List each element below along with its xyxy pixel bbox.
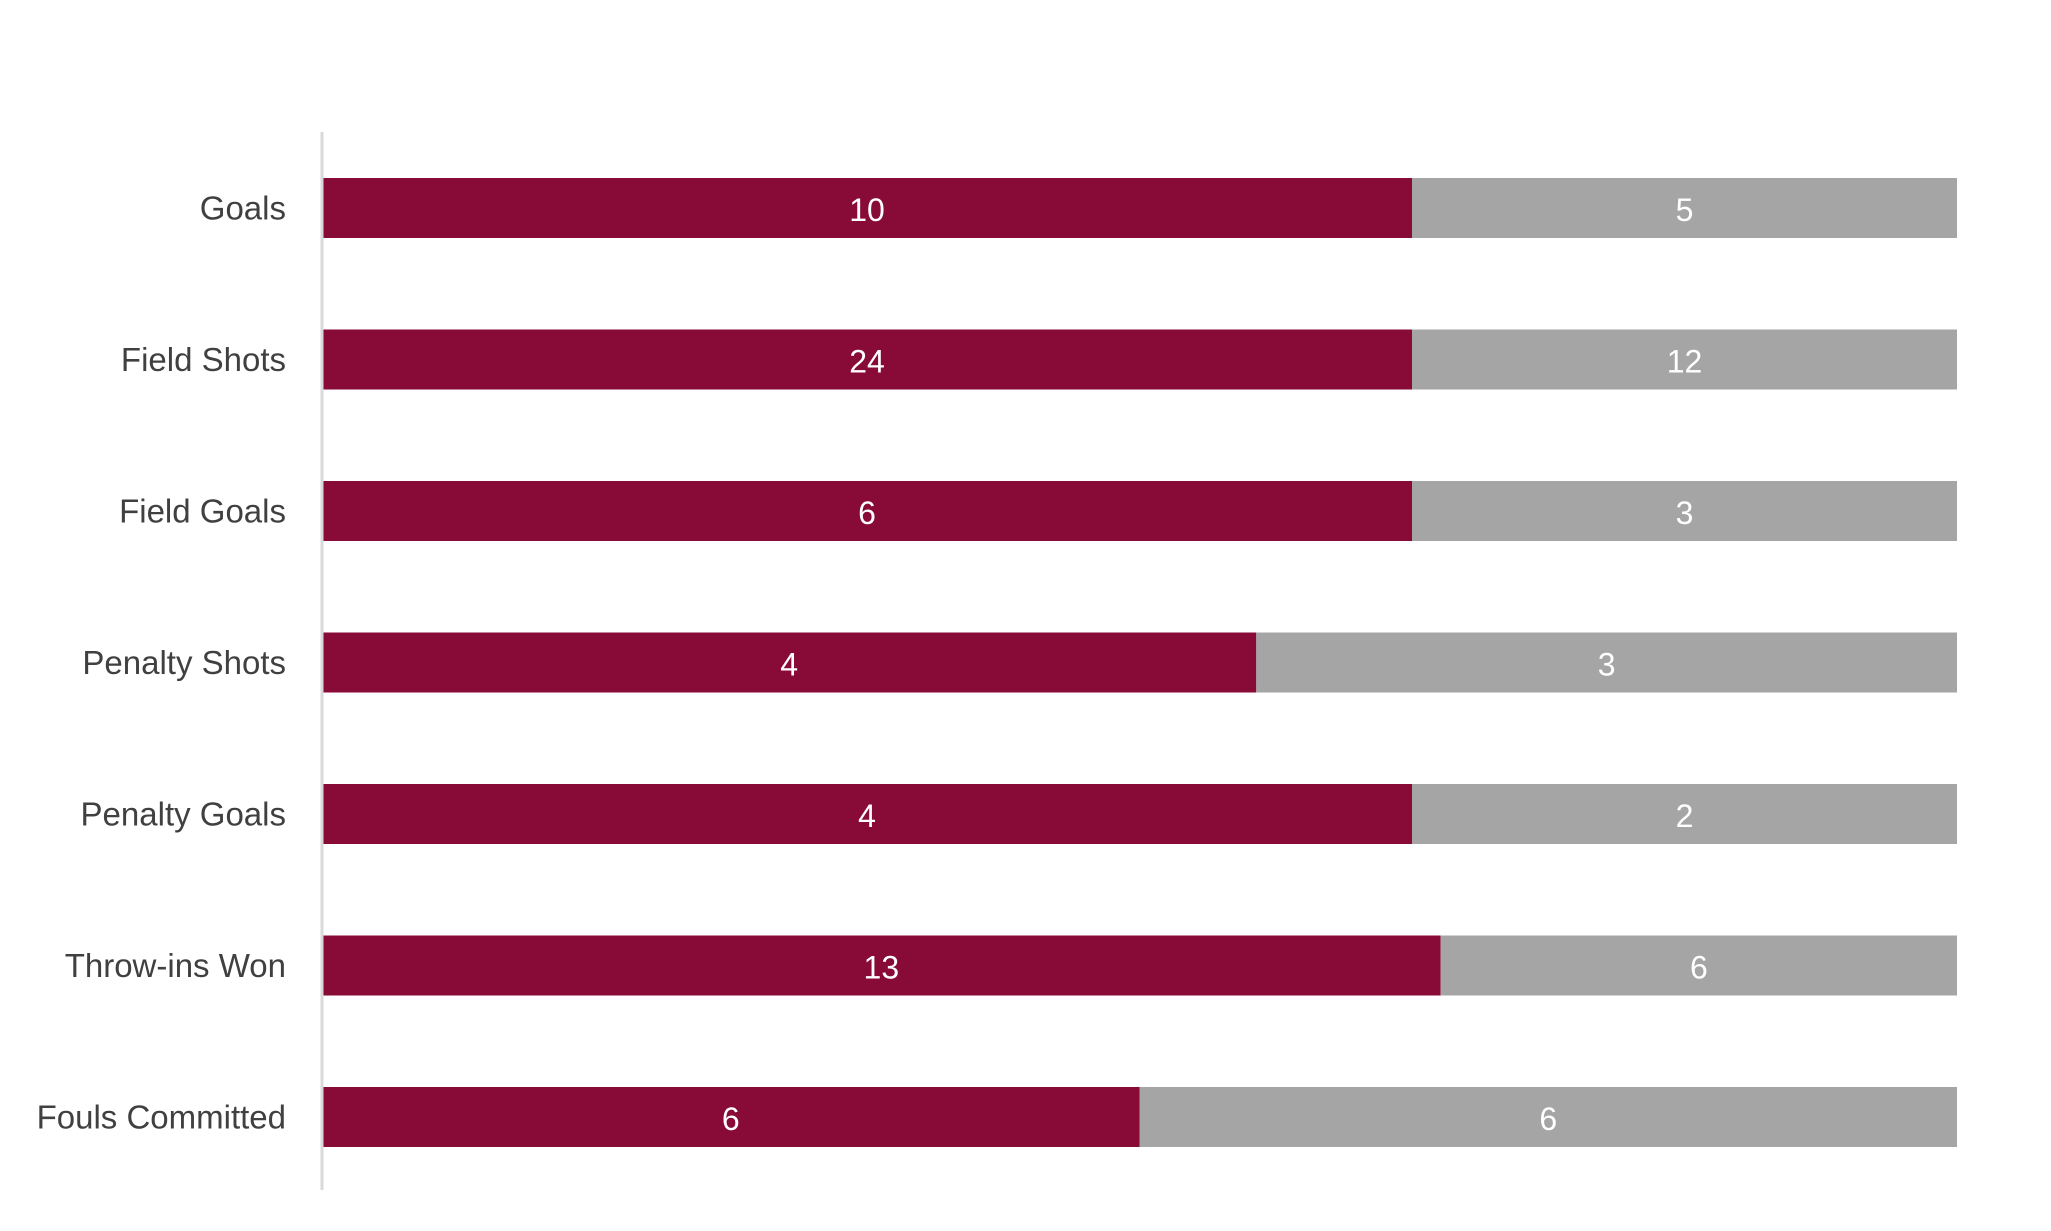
bar-segment-series-2 bbox=[1139, 1087, 1957, 1147]
category-label: Throw-ins Won bbox=[65, 947, 286, 984]
data-label: 5 bbox=[1676, 192, 1694, 228]
bar-segment-series-2 bbox=[1412, 329, 1957, 390]
data-label: 3 bbox=[1676, 495, 1694, 531]
bar-segment-series-1 bbox=[322, 481, 1412, 541]
category-label: Field Goals bbox=[119, 493, 286, 530]
data-label: 13 bbox=[864, 950, 900, 986]
data-label: 6 bbox=[1539, 1101, 1557, 1137]
data-label: 6 bbox=[722, 1101, 740, 1137]
data-label: 6 bbox=[858, 495, 876, 531]
bar-segment-series-1 bbox=[322, 1087, 1140, 1147]
data-label: 2 bbox=[1676, 798, 1694, 834]
bar-segment-series-2 bbox=[1412, 178, 1957, 238]
data-label: 24 bbox=[849, 344, 885, 380]
data-label: 10 bbox=[849, 192, 885, 228]
bar-segment-series-1 bbox=[322, 784, 1412, 844]
bar-segment-series-2 bbox=[1412, 481, 1957, 541]
bar-segment-series-1 bbox=[322, 329, 1412, 390]
data-label: 4 bbox=[780, 647, 798, 683]
data-label: 4 bbox=[858, 798, 876, 834]
bars-layer bbox=[322, 178, 1957, 1147]
data-label: 6 bbox=[1690, 950, 1708, 986]
data-label: 3 bbox=[1598, 647, 1616, 683]
bar-segment-series-2 bbox=[1412, 784, 1957, 844]
data-label: 12 bbox=[1667, 344, 1703, 380]
category-label: Goals bbox=[200, 190, 286, 227]
category-label: Penalty Goals bbox=[81, 796, 286, 833]
bar-segment-series-1 bbox=[322, 935, 1441, 996]
bar-segment-series-1 bbox=[322, 632, 1257, 693]
category-label: Penalty Shots bbox=[82, 644, 286, 681]
category-label: Field Shots bbox=[121, 341, 286, 378]
bar-segment-series-2 bbox=[1256, 632, 1957, 693]
category-label: Fouls Committed bbox=[37, 1099, 286, 1136]
bar-segment-series-2 bbox=[1440, 935, 1957, 996]
bar-segment-series-1 bbox=[322, 178, 1412, 238]
